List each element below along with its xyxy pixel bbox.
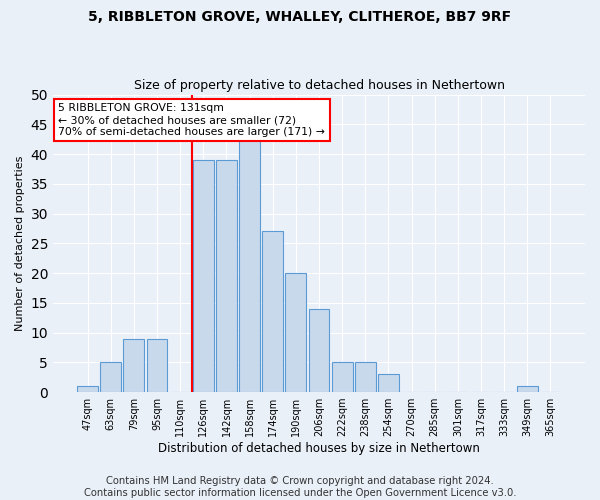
- Bar: [262, 232, 283, 392]
- Bar: [193, 160, 214, 392]
- Bar: [286, 273, 306, 392]
- Bar: [378, 374, 399, 392]
- Bar: [77, 386, 98, 392]
- Bar: [239, 118, 260, 392]
- Bar: [216, 160, 237, 392]
- Text: 5 RIBBLETON GROVE: 131sqm
← 30% of detached houses are smaller (72)
70% of semi-: 5 RIBBLETON GROVE: 131sqm ← 30% of detac…: [58, 104, 325, 136]
- Title: Size of property relative to detached houses in Nethertown: Size of property relative to detached ho…: [134, 79, 505, 92]
- Bar: [100, 362, 121, 392]
- Text: 5, RIBBLETON GROVE, WHALLEY, CLITHEROE, BB7 9RF: 5, RIBBLETON GROVE, WHALLEY, CLITHEROE, …: [88, 10, 512, 24]
- Bar: [308, 309, 329, 392]
- Bar: [355, 362, 376, 392]
- Bar: [332, 362, 353, 392]
- Y-axis label: Number of detached properties: Number of detached properties: [15, 156, 25, 331]
- Text: Contains HM Land Registry data © Crown copyright and database right 2024.
Contai: Contains HM Land Registry data © Crown c…: [84, 476, 516, 498]
- X-axis label: Distribution of detached houses by size in Nethertown: Distribution of detached houses by size …: [158, 442, 480, 455]
- Bar: [124, 338, 145, 392]
- Bar: [146, 338, 167, 392]
- Bar: [517, 386, 538, 392]
